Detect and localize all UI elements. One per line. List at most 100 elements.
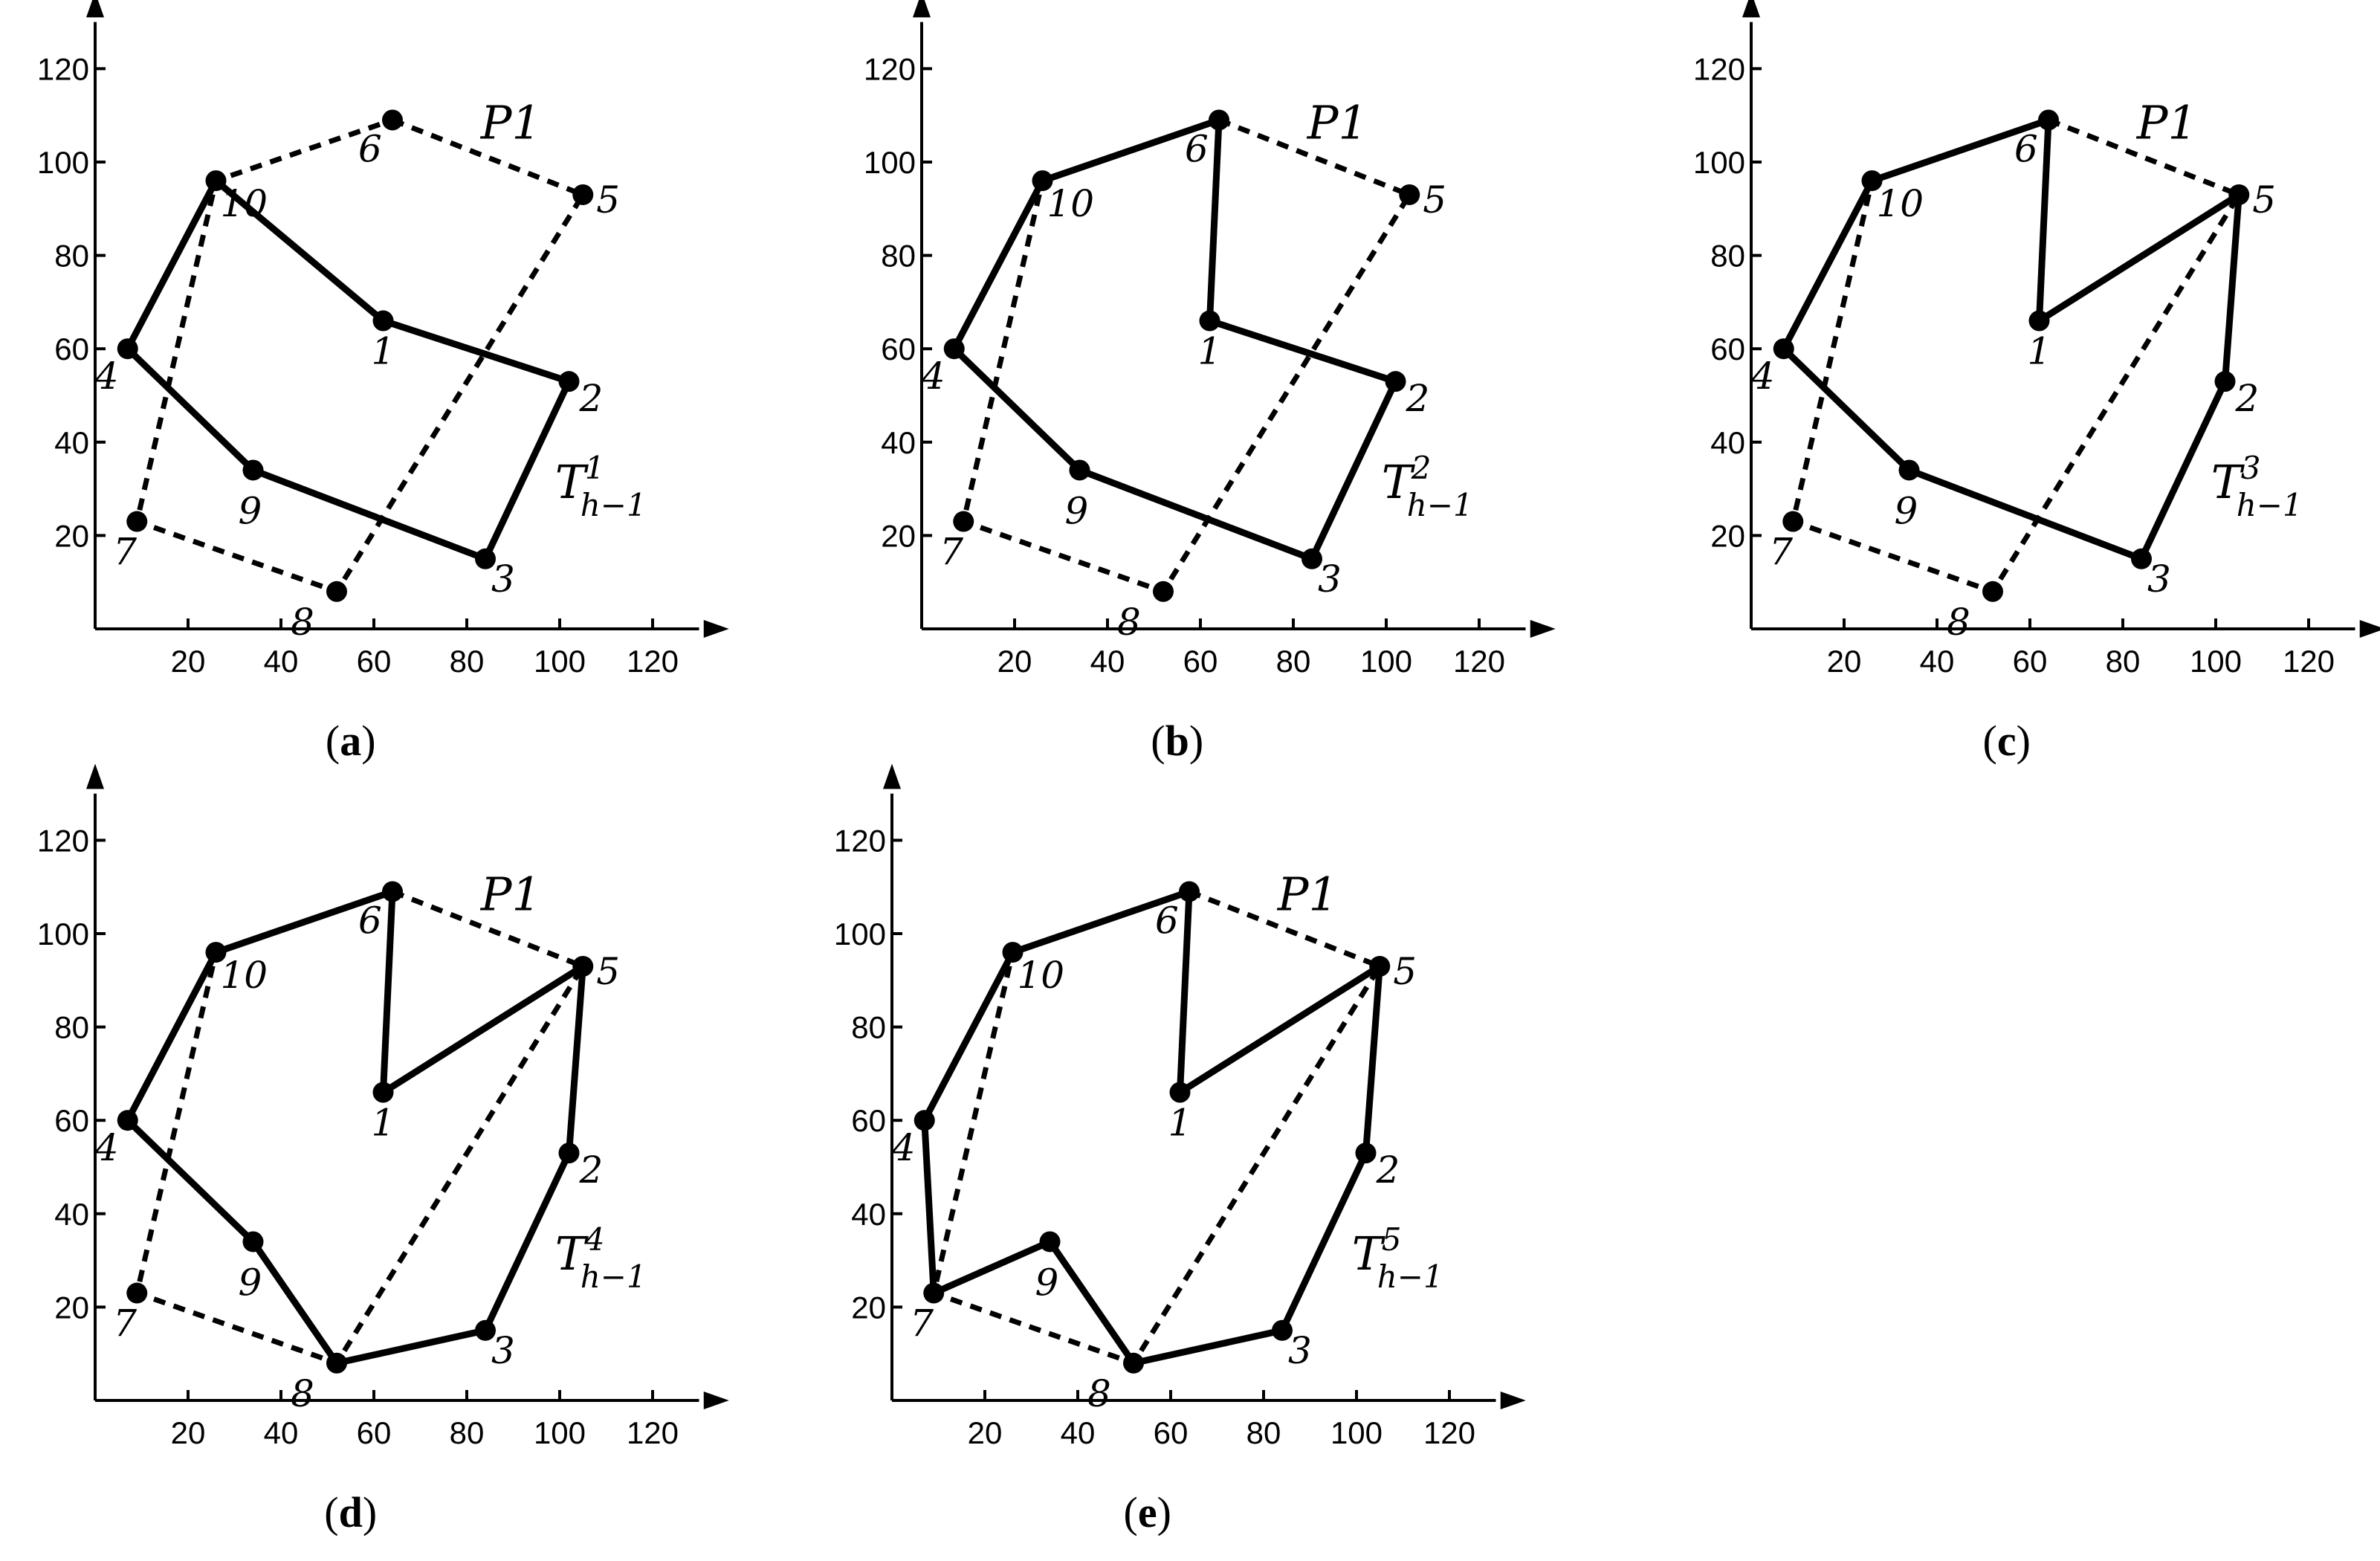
polygon-label: P1 <box>480 96 541 150</box>
panel-caption: (c) <box>1983 717 2031 765</box>
x-tick-label: 120 <box>2283 644 2335 679</box>
x-tick-label: 80 <box>2106 644 2141 679</box>
point-label-2: 2 <box>1406 377 1430 420</box>
point-4 <box>117 1110 138 1131</box>
polygon-label: P1 <box>1277 867 1338 922</box>
point-label-9: 9 <box>1035 1261 1059 1304</box>
x-tick-label: 100 <box>1330 1415 1383 1450</box>
point-9 <box>1069 459 1090 481</box>
x-axis-arrow-icon <box>703 620 729 638</box>
point-label-10: 10 <box>1018 954 1065 997</box>
point-7 <box>126 511 148 532</box>
panel-b: 20 40 60 80 100 120 20 40 60 80 100 120 1 2 3 4 5 6 7 8 9 10 P… <box>864 0 1556 765</box>
point-label-2: 2 <box>579 377 604 420</box>
tour-label: T <box>555 455 589 509</box>
point-9 <box>1039 1231 1061 1253</box>
tour-polygon <box>921 888 1383 1367</box>
point-label-7: 7 <box>910 1302 934 1345</box>
x-tick-label: 120 <box>627 1415 679 1450</box>
point-label-6: 6 <box>1185 127 1209 170</box>
point-label-10: 10 <box>1877 182 1924 225</box>
point-1 <box>1199 310 1220 332</box>
x-tick-label: 80 <box>1246 1415 1281 1450</box>
point-9 <box>242 1231 264 1253</box>
y-tick-label: 120 <box>37 823 89 858</box>
point-8 <box>1153 581 1174 602</box>
y-tick-label: 100 <box>1693 145 1745 180</box>
point-label-6: 6 <box>1155 899 1179 942</box>
point-label-4: 4 <box>1750 355 1775 398</box>
point-10 <box>1002 942 1024 963</box>
point-label-7: 7 <box>113 531 137 574</box>
tour-label-superscript: 2 <box>1411 450 1432 486</box>
point-label-7: 7 <box>940 531 963 574</box>
x-tick-label: 60 <box>2013 644 2048 679</box>
point-3 <box>2131 548 2152 569</box>
tour-label-superscript: 1 <box>585 450 605 486</box>
point-4 <box>943 338 965 360</box>
point-label-2: 2 <box>1376 1148 1400 1192</box>
tour-label-subscript: h−1 <box>2237 487 2303 523</box>
y-tick-label: 80 <box>54 1010 89 1045</box>
y-tick-label: 20 <box>1710 518 1745 553</box>
tour-label: T <box>1382 455 1416 509</box>
point-label-9: 9 <box>239 489 262 532</box>
point-5 <box>1399 184 1420 205</box>
point-1 <box>1169 1082 1191 1103</box>
point-1 <box>2028 310 2050 332</box>
y-tick-label: 20 <box>881 518 916 553</box>
point-label-1: 1 <box>1198 330 1222 373</box>
panel-c: 20 40 60 80 100 120 20 40 60 80 100 120 1 2 3 4 5 6 7 8 9 10 P… <box>1693 0 2380 765</box>
panel-caption: (a) <box>326 717 376 765</box>
x-tick-label: 120 <box>1453 644 1505 679</box>
x-tick-label: 80 <box>450 1415 485 1450</box>
point-label-5: 5 <box>596 950 620 993</box>
x-tick-label: 20 <box>1827 644 1862 679</box>
y-tick-label: 100 <box>37 145 89 180</box>
point-8 <box>326 581 347 602</box>
point-label-4: 4 <box>94 355 119 398</box>
tour-label: T <box>1352 1226 1386 1281</box>
y-tick-label: 100 <box>37 917 89 951</box>
point-label-1: 1 <box>1168 1102 1192 1145</box>
x-tick-label: 60 <box>1154 1415 1189 1450</box>
point-10 <box>1032 170 1053 192</box>
point-6 <box>2038 109 2059 131</box>
point-label-5: 5 <box>2252 178 2276 222</box>
tour-label-subscript: h−1 <box>1407 487 1473 523</box>
x-tick-label: 20 <box>997 644 1032 679</box>
point-label-5: 5 <box>596 178 620 222</box>
panel-e: 20 40 60 80 100 120 20 40 60 80 100 120 1 2 3 4 5 6 7 8 9 10 P… <box>834 763 1526 1536</box>
point-6 <box>382 109 403 131</box>
x-tick-label: 40 <box>1061 1415 1096 1450</box>
point-10 <box>205 942 227 963</box>
point-label-1: 1 <box>372 330 395 373</box>
x-tick-label: 100 <box>534 644 586 679</box>
hull-polygon-p1 <box>134 888 587 1366</box>
point-3 <box>475 548 496 569</box>
y-tick-label: 80 <box>1710 239 1745 274</box>
x-tick-label: 60 <box>357 644 392 679</box>
y-tick-label: 20 <box>54 518 89 553</box>
point-7 <box>1782 511 1804 532</box>
tour-label-subscript: h−1 <box>581 1258 647 1295</box>
point-label-8: 8 <box>291 601 314 644</box>
tour-label-superscript: 3 <box>2241 450 2261 486</box>
point-5 <box>2228 184 2250 205</box>
y-tick-label: 100 <box>864 145 916 180</box>
y-tick-label: 20 <box>851 1290 886 1325</box>
x-tick-label: 40 <box>264 644 299 679</box>
tour-label-superscript: 5 <box>1382 1221 1402 1258</box>
point-3 <box>1272 1319 1293 1341</box>
polygon-label: P1 <box>480 867 541 922</box>
point-6 <box>382 881 403 902</box>
y-tick-label: 120 <box>864 51 916 86</box>
point-8 <box>1123 1352 1144 1374</box>
x-tick-label: 80 <box>1276 644 1311 679</box>
point-label-7: 7 <box>1769 531 1793 574</box>
y-tick-label: 60 <box>1710 332 1745 366</box>
polygon-label: P1 <box>2136 96 2197 150</box>
x-tick-label: 20 <box>171 644 206 679</box>
point-4 <box>913 1110 935 1131</box>
point-5 <box>572 184 594 205</box>
